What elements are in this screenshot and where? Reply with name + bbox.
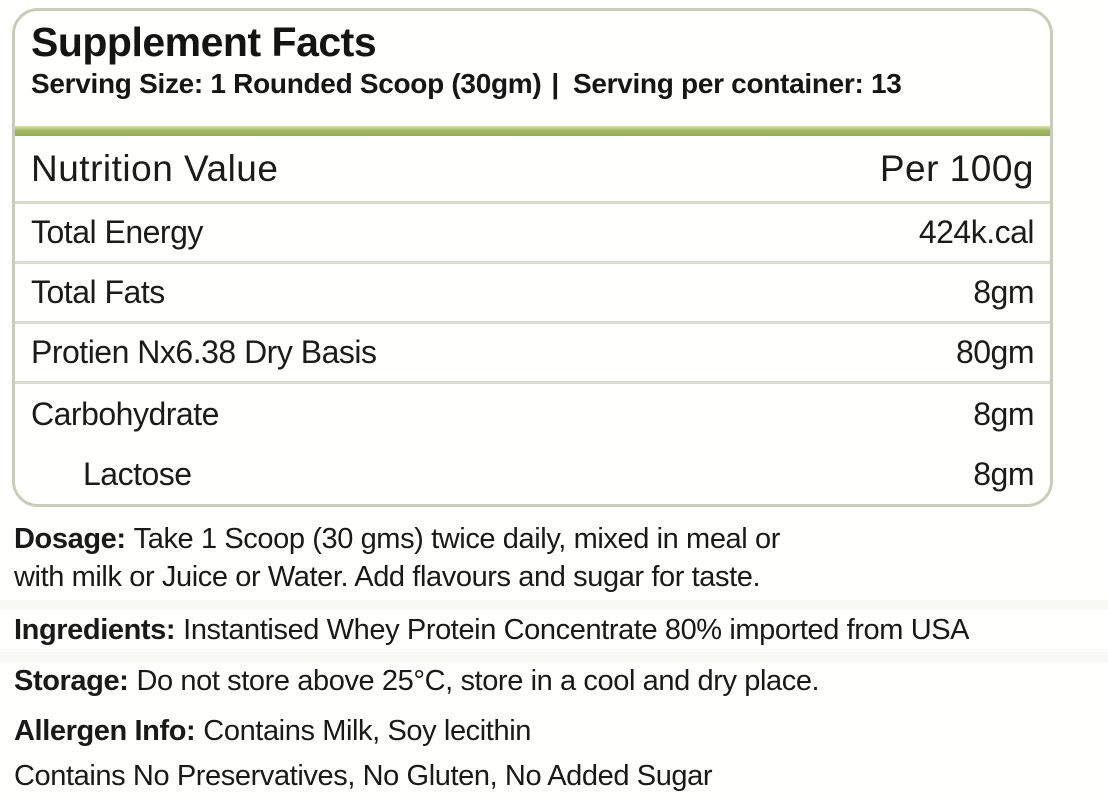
servings-per-container: Serving per container: 13 — [572, 68, 902, 100]
ingredients-label: Ingredients: — [14, 614, 176, 646]
storage-label: Storage: — [14, 665, 129, 697]
table-row: Carbohydrate 8gm — [15, 384, 1050, 444]
allergen-label: Allergen Info: — [14, 715, 196, 747]
nutrient-value: 8gm — [973, 395, 1034, 432]
dosage-label: Dosage: — [14, 523, 126, 555]
page-title: Supplement Facts — [31, 19, 377, 65]
nutrient-value: 8gm — [973, 455, 1034, 492]
nutrient-value: 80gm — [955, 334, 1035, 370]
dosage-text-line1: Take 1 Scoop (30 gms) twice daily, mixed… — [133, 523, 781, 555]
storage-text: Do not store above 25°C, store in a cool… — [136, 665, 820, 697]
green-divider-band — [15, 126, 1050, 136]
serving-separator: | — [551, 68, 559, 100]
column-header-nutrient: Nutrition Value — [31, 147, 279, 189]
nutrient-value: 8gm — [973, 274, 1034, 310]
table-row: Protien Nx6.38 Dry Basis 80gm — [15, 324, 1050, 384]
table-row: Total Fats 8gm — [15, 264, 1050, 324]
ingredients-text: Instantised Whey Protein Concentrate 80%… — [183, 614, 970, 646]
table-row-sub: Lactose 8gm — [15, 444, 1050, 504]
serving-size: Serving Size: 1 Rounded Scoop (30gm) — [31, 68, 542, 100]
dosage-note: Dosage: Take 1 Scoop (30 gms) twice daily… — [14, 520, 1104, 596]
claims-text: Contains No Preservatives, No Gluten, No… — [14, 760, 713, 792]
nutrition-table: Nutrition Value Per 100g Total Energy 42… — [15, 136, 1050, 504]
column-header-amount: Per 100g — [879, 147, 1034, 189]
nutrient-name: Carbohydrate — [31, 395, 219, 432]
storage-note: Storage: Do not store above 25°C, store i… — [14, 662, 1104, 700]
supplement-facts-panel: Supplement Facts Serving Size: 1 Rounded… — [12, 8, 1053, 507]
nutrient-name: Lactose — [83, 455, 192, 492]
scan-artifact-stripe — [0, 652, 1108, 662]
table-row: Total Energy 424k.cal — [15, 204, 1050, 264]
nutrient-name: Protien Nx6.38 Dry Basis — [31, 334, 377, 370]
claims-note: Contains No Preservatives, No Gluten, No… — [14, 757, 1104, 795]
nutrient-value: 424k.cal — [918, 214, 1035, 250]
nutrient-name: Total Energy — [31, 214, 203, 250]
label-notes: Dosage: Take 1 Scoop (30 gms) twice daily… — [14, 520, 1104, 795]
serving-info-line: Serving Size: 1 Rounded Scoop (30gm) | Ser… — [31, 68, 1034, 100]
allergen-note: Allergen Info: Contains Milk, Soy lecithi… — [14, 712, 1104, 750]
ingredients-note: Ingredients: Instantised Whey Protein Con… — [14, 611, 1104, 649]
scan-artifact-stripe — [0, 600, 1108, 610]
dosage-text-line2: with milk or Juice or Water. Add flavour… — [14, 561, 761, 593]
label-header: Supplement Facts Serving Size: 1 Rounded… — [15, 11, 1050, 126]
allergen-text: Contains Milk, Soy lecithin — [203, 715, 531, 747]
table-header-row: Nutrition Value Per 100g — [15, 136, 1050, 204]
nutrient-name: Total Fats — [31, 274, 165, 310]
